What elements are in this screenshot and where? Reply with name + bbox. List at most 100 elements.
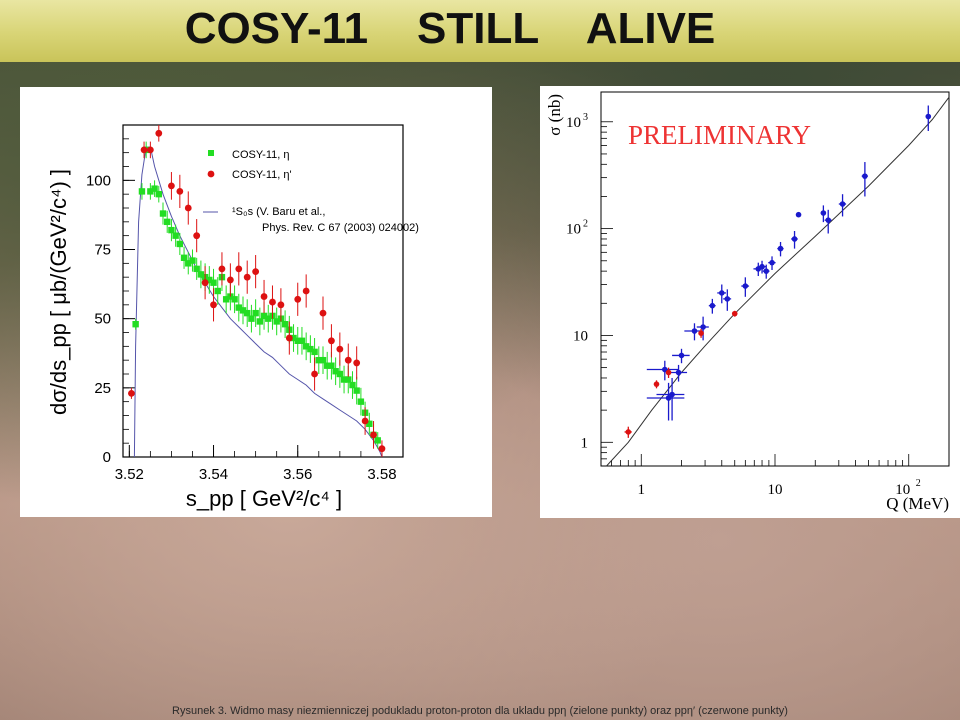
x-axis-label: s_pp [ GeV²/c⁴ ]: [186, 486, 342, 511]
eta-data-point: [349, 381, 356, 389]
blue-data-point: [820, 210, 827, 216]
eta-data-point: [248, 315, 255, 322]
eta-data-point: [265, 315, 272, 322]
left-chart-panel: 3.52 3.54 3.56 3.58 0 25 50 75 100 COSY-11, η COSY…: [20, 87, 492, 517]
eta-data-point: [298, 337, 306, 344]
eta-prime-data-point: [294, 295, 302, 303]
eta-data-point: [176, 240, 184, 248]
blue-data-point: [795, 211, 802, 218]
y-tick-exponent: 2: [583, 219, 588, 230]
eta-data-point: [315, 356, 322, 364]
eta-prime-data-point: [336, 345, 344, 353]
y-tick-label: 25: [94, 380, 111, 397]
y-axis-label: dσ/ds_pp [ μb/(GeV²/c⁴) ]: [46, 169, 71, 415]
eta-data-point: [244, 309, 251, 317]
eta-data-point: [164, 218, 171, 226]
eta-data-point: [168, 226, 175, 234]
eta-prime-data-point: [311, 370, 318, 378]
eta-data-point: [302, 343, 310, 350]
eta-prime-data-point: [378, 445, 386, 453]
eta-data-point: [189, 257, 196, 264]
eta-prime-data-point: [328, 337, 335, 345]
theory-curve: [133, 146, 383, 458]
figure-caption: Rysunek 3. Widmo masy niezmienniczej pod…: [172, 705, 788, 717]
blue-data-point: [718, 290, 725, 296]
eta-prime-data-point: [193, 232, 201, 240]
eta-data-point: [155, 190, 162, 198]
eta-data-point: [281, 321, 289, 328]
y-tick-exponent: 3: [583, 112, 588, 123]
eta-prime-data-point: [252, 268, 260, 276]
eta-prime-data-point: [344, 356, 352, 364]
eta-data-point: [357, 398, 365, 405]
blue-data-point: [769, 259, 775, 266]
eta-prime-data-point: [302, 287, 310, 295]
eta-data-point: [290, 334, 297, 342]
eta-prime-data-point: [226, 276, 234, 284]
red-data-point: [665, 369, 672, 376]
right-chart-panel: 1 10 10 2 1 10 10 2 10 3 PRELIMINARY Q (MeV) σ (nb): [540, 86, 960, 518]
eta-data-point: [328, 362, 335, 369]
eta-prime-data-point: [140, 146, 148, 154]
eta-prime-data-point: [353, 359, 361, 367]
eta-data-point: [332, 368, 339, 375]
eta-data-point: [214, 287, 221, 295]
blue-data-point: [665, 395, 672, 401]
blue-data-point: [691, 328, 698, 334]
eta-data-point: [340, 376, 348, 383]
preliminary-label: PRELIMINARY: [628, 120, 811, 150]
blue-data-point: [709, 302, 716, 309]
eta-data-point: [222, 296, 230, 303]
y-tick-label: 1: [581, 435, 589, 451]
theory-curve: [606, 96, 950, 467]
y-tick-label: 50: [94, 311, 111, 328]
eta-data-point: [324, 362, 331, 369]
eta-data-point: [206, 276, 213, 284]
blue-data-point: [825, 217, 832, 223]
x-tick-label: 1: [638, 482, 646, 498]
blue-data-point: [925, 113, 932, 120]
eta-data-point: [193, 265, 200, 273]
eta-data-point: [366, 420, 373, 427]
y-tick-label: 100: [86, 172, 111, 189]
blue-data-point: [662, 366, 668, 373]
red-data-point: [625, 429, 632, 435]
red-data-point: [698, 330, 704, 336]
legend-label-curve-reference: Phys. Rev. C 67 (2003) 024002): [262, 222, 419, 234]
cross-section-spp-chart: 3.52 3.54 3.56 3.58 0 25 50 75 100 COSY-11, η COSY…: [46, 124, 419, 511]
eta-data-point: [138, 188, 146, 195]
x-tick-label: 10: [895, 482, 910, 498]
eta-data-point: [256, 318, 264, 325]
eta-data-point: [307, 345, 314, 353]
legend-marker-eta: [208, 150, 214, 156]
eta-prime-data-point: [235, 265, 243, 273]
eta-prime-data-point: [168, 182, 175, 190]
eta-prime-data-point: [146, 146, 154, 154]
blue-data-point: [759, 263, 765, 270]
y-tick-label: 10: [573, 328, 588, 344]
eta-data-point: [235, 304, 242, 311]
blue-data-point: [724, 296, 731, 302]
eta-prime-data-point: [361, 417, 369, 425]
blue-data-point: [791, 236, 798, 242]
blue-data-point: [763, 268, 770, 274]
eta-data-point: [353, 387, 360, 394]
eta-data-point: [132, 321, 139, 328]
x-tick-exponent: 2: [916, 478, 921, 489]
eta-data-point: [159, 210, 167, 217]
x-tick-label: 3.54: [199, 466, 228, 483]
blue-data-point: [675, 369, 682, 376]
title-bar: COSY-11 STILL ALIVE: [0, 0, 960, 62]
eta-data-point: [210, 279, 217, 286]
red-data-point: [653, 381, 660, 387]
eta-prime-data-point: [128, 389, 135, 397]
eta-data-point: [345, 376, 352, 383]
eta-data-point: [252, 309, 259, 317]
eta-prime-data-point: [218, 265, 226, 273]
eta-prime-data-point: [285, 334, 293, 342]
y-tick-label: 10: [566, 222, 581, 238]
eta-prime-data-point: [243, 273, 251, 281]
legend-marker-eta-prime: [207, 170, 215, 178]
blue-data-point: [742, 283, 749, 289]
